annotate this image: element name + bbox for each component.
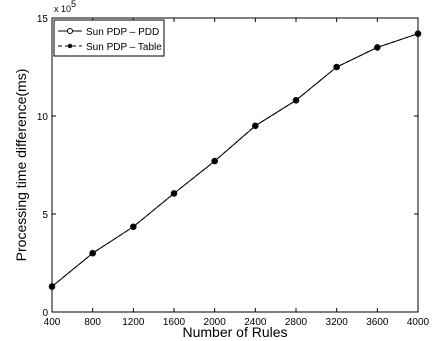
data-point-filled bbox=[212, 158, 218, 164]
legend-label-table: Sun PDP – Table bbox=[86, 42, 162, 53]
x-tick-label: 1600 bbox=[163, 317, 186, 328]
data-point-filled bbox=[130, 224, 136, 230]
legend-box bbox=[53, 19, 165, 57]
data-point-filled bbox=[334, 64, 340, 70]
data-point-filled bbox=[90, 250, 96, 256]
axis-ticks: 400 800 1200 1600 2000 2400 2800 3200 3600 4000 0 5… bbox=[37, 14, 430, 328]
data-point-filled bbox=[49, 284, 55, 289]
data-point-filled bbox=[293, 97, 299, 103]
series-line-1 bbox=[51, 33, 419, 287]
data-point-filled bbox=[374, 45, 380, 50]
data-point-filled bbox=[171, 191, 177, 196]
y-tick-label: 0 bbox=[42, 308, 48, 319]
x-tick-label: 800 bbox=[84, 317, 101, 328]
legend-marker-pdd bbox=[67, 28, 73, 34]
series-layer bbox=[48, 30, 422, 290]
x-axis-label: Number of Rules bbox=[182, 324, 287, 340]
data-point-filled bbox=[415, 31, 421, 37]
legend-marker-table bbox=[67, 43, 73, 49]
x-tick-label: 4000 bbox=[407, 317, 430, 328]
y-axis-label: Processing time difference(ms) bbox=[13, 69, 29, 262]
data-point-filled bbox=[252, 123, 258, 129]
x-tick-label: 3200 bbox=[326, 317, 349, 328]
x-tick-label: 1200 bbox=[122, 317, 145, 328]
plot-area bbox=[51, 17, 419, 313]
legend: Sun PDP – PDD Sun PDP – Table bbox=[53, 19, 165, 57]
x-tick-label: 2800 bbox=[285, 317, 308, 328]
y-multiplier-exponent: 5 bbox=[71, 0, 76, 9]
x-tick-label: 3600 bbox=[366, 317, 389, 328]
y-tick-label: 5 bbox=[42, 210, 48, 221]
y-tick-label: 10 bbox=[37, 112, 49, 123]
y-tick-label: 15 bbox=[37, 14, 49, 25]
legend-label-pdd: Sun PDP – PDD bbox=[86, 27, 159, 38]
y-multiplier-base: x 10 bbox=[54, 4, 71, 14]
x-tick-label: 2000 bbox=[204, 317, 227, 328]
x-tick-label: 2400 bbox=[244, 317, 267, 328]
x-tick-label: 400 bbox=[44, 317, 61, 328]
